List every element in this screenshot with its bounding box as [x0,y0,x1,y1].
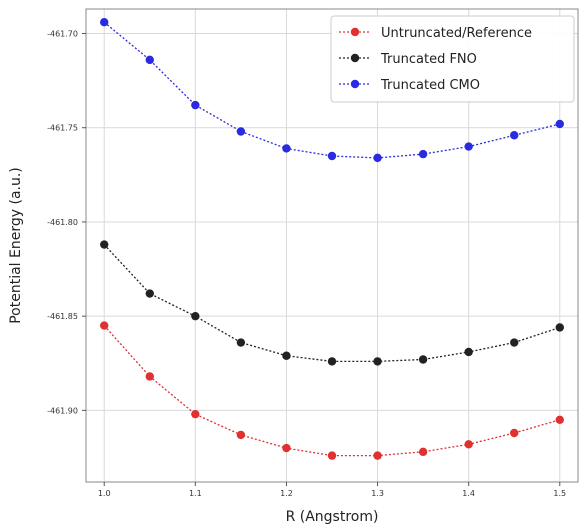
series-0 [100,321,564,460]
y-tick-label: -461.75 [47,124,78,133]
y-axis-label: Potential Energy (a.u.) [8,167,24,324]
data-point [100,240,109,249]
data-point [145,289,154,298]
data-point [373,451,382,460]
data-point [327,451,337,460]
y-tick-label: -461.80 [47,218,78,227]
y-tick-label: -461.70 [47,29,78,38]
legend-item: Truncated FNO [339,52,477,67]
x-tick-label: 1.3 [371,489,384,498]
data-point [282,443,291,453]
legend-marker [350,79,360,89]
legend: Untruncated/Reference Truncated FNO Trunca… [330,15,575,103]
legend-box [330,15,575,103]
data-point [145,55,154,65]
axis-ticks: 1.0 1.1 1.2 1.3 1.4 1.5 -461.70 -461.75 -461.80 -… [47,29,566,498]
data-point [282,351,291,360]
x-tick-label: 1.0 [98,489,111,498]
data-point [327,151,337,161]
x-tick-label: 1.1 [189,489,202,498]
legend-item: Truncated CMO [339,78,480,93]
data-point [555,119,564,129]
data-point [236,430,246,440]
data-point [464,440,473,449]
series-line [103,325,560,457]
data-point [236,338,246,347]
data-point [418,149,428,159]
series-line [103,244,561,363]
legend-label: Untruncated/Reference [381,26,532,41]
series-line [103,21,560,159]
data-point [100,321,109,330]
data-point [510,338,519,347]
data-point [418,447,428,457]
data-point [191,100,200,110]
data-point [191,409,200,419]
data-point [236,127,246,136]
y-tick-label: -461.90 [47,406,78,415]
y-tick-label: -461.85 [47,312,78,321]
data-point [418,355,428,364]
legend-label: Truncated CMO [380,78,480,93]
legend-label: Truncated FNO [380,52,477,67]
data-point [145,372,154,381]
data-point [555,415,564,425]
x-tick-label: 1.5 [553,489,566,498]
data-point [510,131,519,140]
data-point [555,323,564,332]
x-axis-label: R (Angstrom) [286,509,379,525]
legend-marker [350,27,360,37]
grid [86,9,578,482]
data-point [100,17,109,27]
data-point [464,347,473,357]
data-point [373,153,382,163]
data-point [282,144,291,153]
series-group [100,17,564,460]
x-tick-label: 1.2 [280,489,293,498]
data-point [510,428,519,438]
legend-marker [350,53,360,63]
series-2 [100,17,564,163]
series-1 [100,240,564,366]
legend-item: Untruncated/Reference [339,26,532,41]
data-point [327,357,337,366]
data-point [191,311,200,321]
data-point [373,357,382,366]
plot-frame [85,8,579,483]
data-point [464,142,473,151]
x-tick-label: 1.4 [462,489,475,498]
